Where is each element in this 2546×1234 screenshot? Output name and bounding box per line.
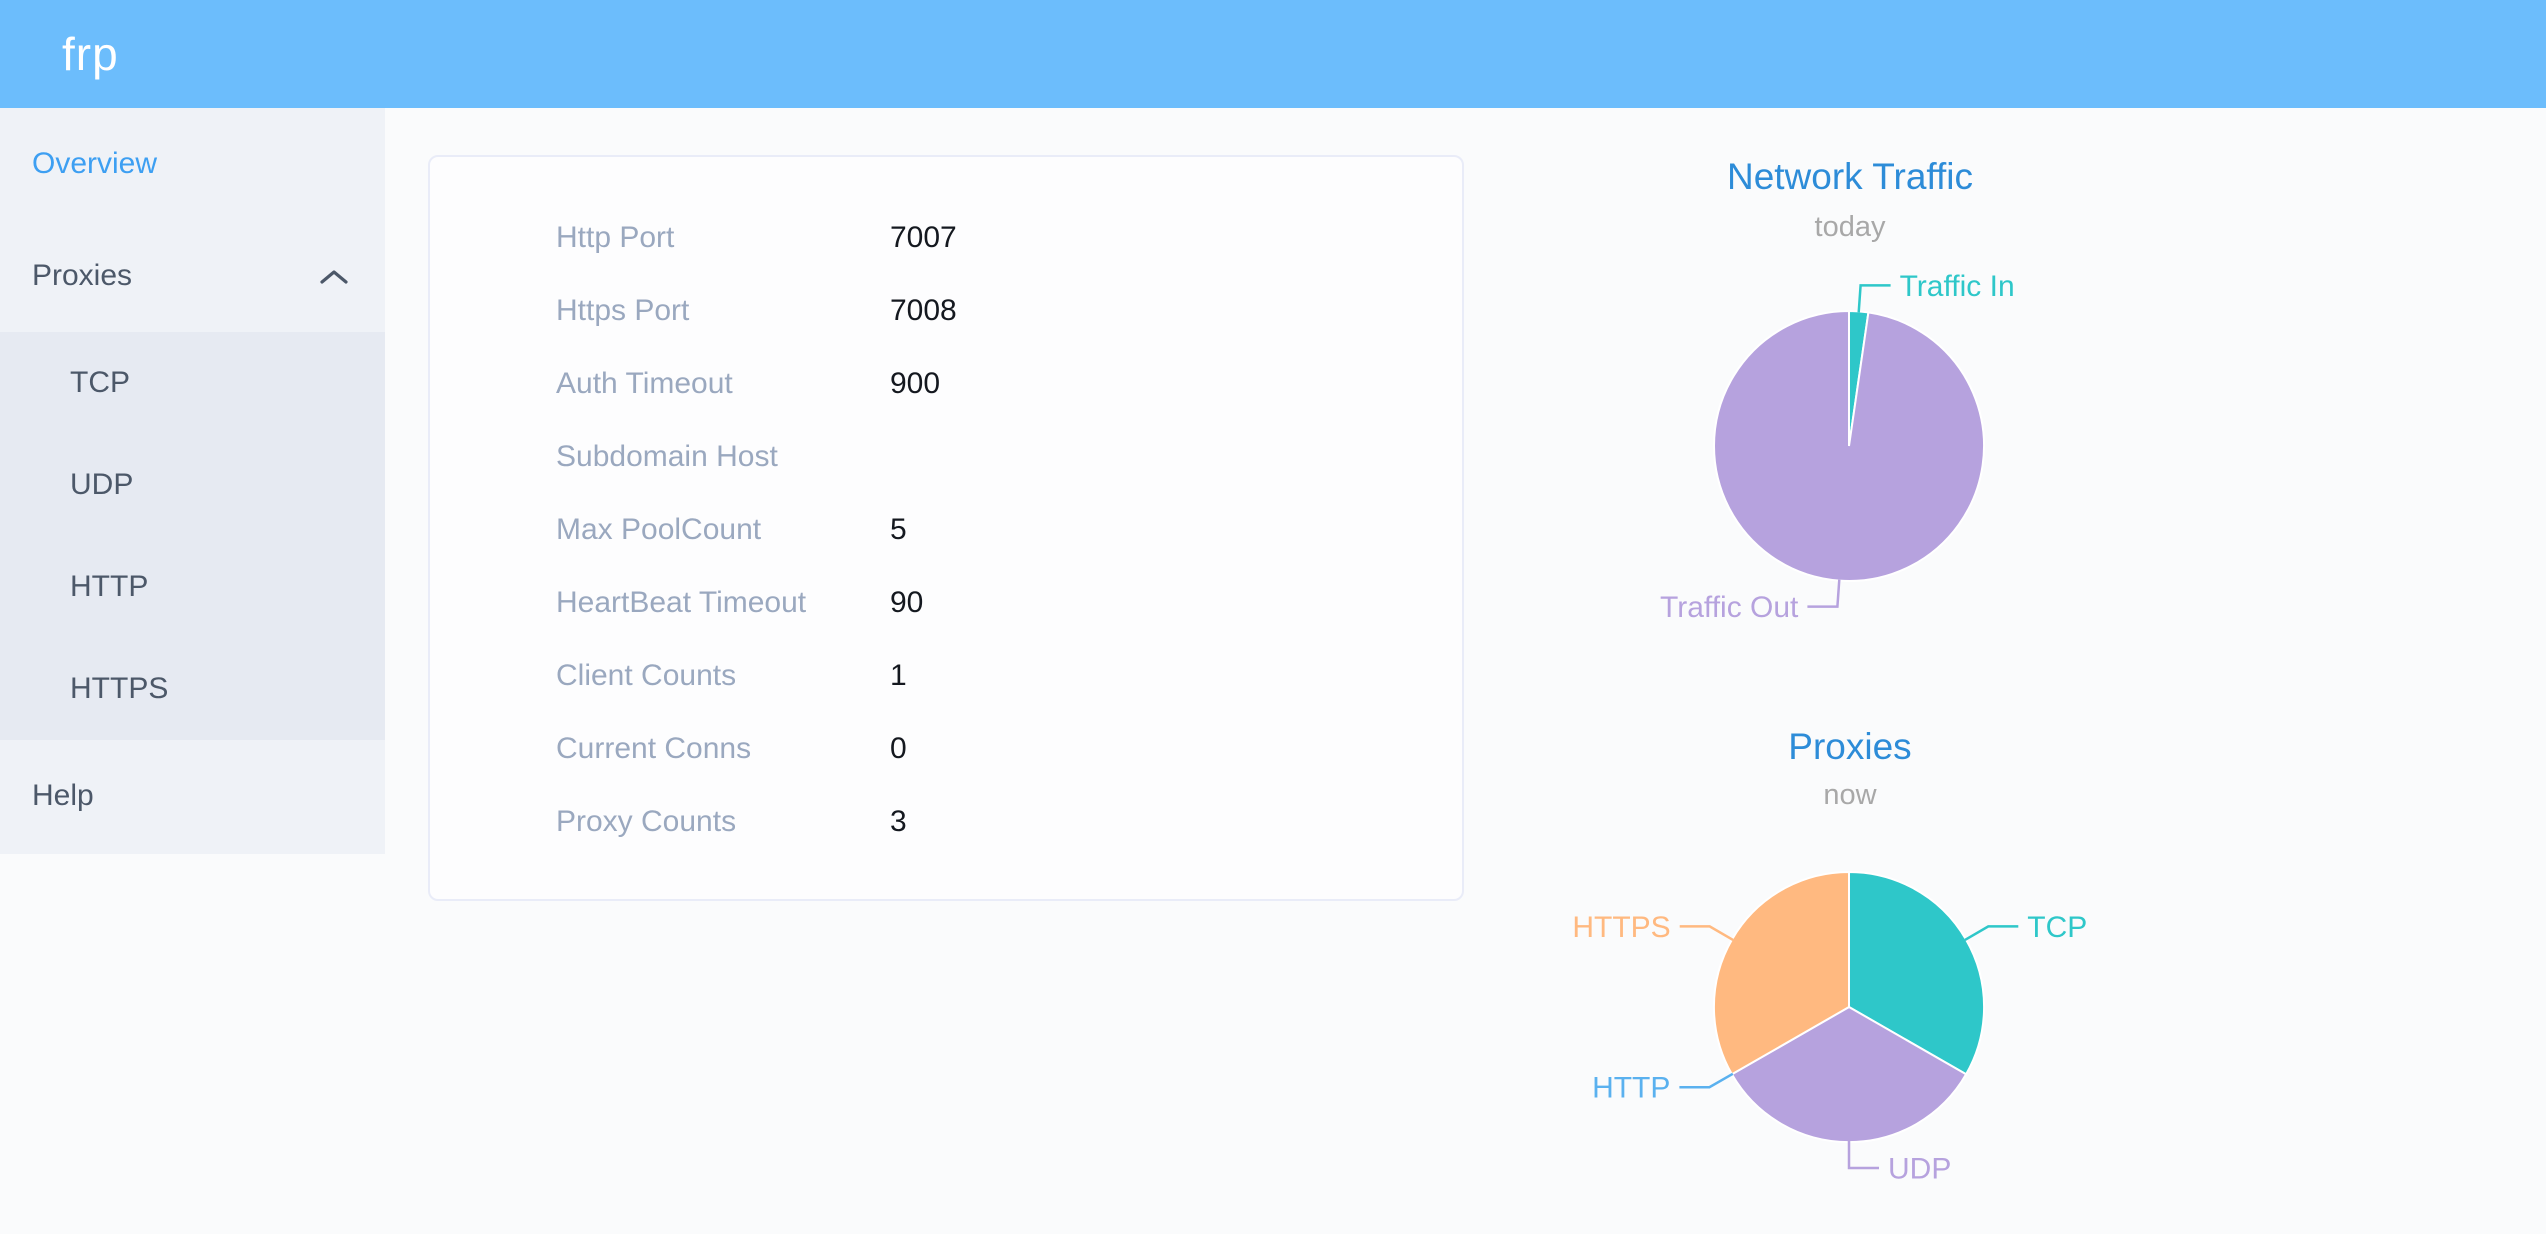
config-label: Proxy Counts [556,805,737,838]
config-label: Https Port [556,294,690,327]
config-row: Max PoolCount 5 [430,493,1462,566]
app-header: frp [0,0,2546,108]
pie-label-line-tcp [1964,925,2019,941]
config-value: 90 [890,586,924,619]
app-logo: frp [62,28,119,80]
sidebar-item-overview-label: Overview [32,147,158,180]
pie-label-line-traffic-out [1807,579,1841,608]
pie-label-http: HTTP [1592,1072,1670,1105]
pie-label-line-http [1679,1072,1734,1089]
proxies-submenu: TCP UDP HTTP HTTPS [0,332,385,740]
config-value: 7008 [890,294,957,327]
server-config-rows: Http Port 7007 Https Port 7008 Auth Time… [430,157,1462,858]
sidebar-item-tcp[interactable]: TCP [70,366,130,399]
config-value: 5 [890,513,907,546]
config-label: HeartBeat Timeout [556,586,807,619]
proxies-chart-title: Proxies [1788,726,1912,767]
chevron-up-icon [320,270,348,284]
sidebar-item-help-label: Help [32,779,94,812]
config-label: Max PoolCount [556,513,762,546]
config-label: Client Counts [556,659,737,692]
sidebar-item-http[interactable]: HTTP [70,570,149,603]
pie-label-line-traffic-in [1857,284,1891,313]
config-row: HeartBeat Timeout 90 [430,566,1462,639]
proxies-chart-subtitle: now [1823,779,1877,811]
network-traffic-chart-subtitle: today [1814,211,1886,243]
config-value: 1 [890,659,907,692]
config-value: 900 [890,367,941,400]
config-row: Auth Timeout 900 [430,347,1462,420]
config-value: 0 [890,732,907,765]
pie-label-https: HTTPS [1572,911,1670,944]
sidebar-item-https[interactable]: HTTPS [70,672,169,705]
config-label: Current Conns [556,732,752,765]
pie-label-traffic-in: Traffic In [1900,270,2015,303]
config-label: Subdomain Host [556,440,778,473]
sidebar-item-help[interactable]: Help [0,740,385,852]
config-label: Http Port [556,221,675,254]
pie-label-line-udp [1847,1141,1879,1170]
config-value: 3 [890,805,907,838]
sidebar: Overview Proxies TCP UDP HTTP HTTPS Help [0,108,385,854]
pie-label-traffic-out: Traffic Out [1660,591,1799,624]
sidebar-item-overview[interactable]: Overview [0,108,385,220]
config-row: Client Counts 1 [430,639,1462,712]
sidebar-item-proxies-label: Proxies [32,259,133,292]
server-config-card: Http Port 7007 Https Port 7008 Auth Time… [428,155,1464,901]
config-row: Current Conns 0 [430,712,1462,785]
sidebar-item-udp[interactable]: UDP [70,468,134,501]
pie-label-line-https [1679,925,1734,941]
pie-slice-traffic-out[interactable] [1713,309,1986,582]
config-row: Proxy Counts 3 [430,785,1462,858]
config-row: Http Port 7007 [430,201,1462,274]
config-label: Auth Timeout [556,367,733,400]
sidebar-item-proxies[interactable]: Proxies [0,220,385,332]
network-traffic-chart-title: Network Traffic [1726,156,1974,197]
proxies-chart[interactable]: TCP UDP HTTP HTTPS [1540,808,2160,1234]
config-row: Https Port 7008 [430,274,1462,347]
network-traffic-chart[interactable]: Traffic In Traffic Out [1540,250,2160,682]
pie-label-udp: UDP [1888,1153,1951,1186]
config-row: Subdomain Host [430,420,1462,493]
pie-label-tcp: TCP [2027,911,2087,944]
config-value: 7007 [890,221,957,254]
